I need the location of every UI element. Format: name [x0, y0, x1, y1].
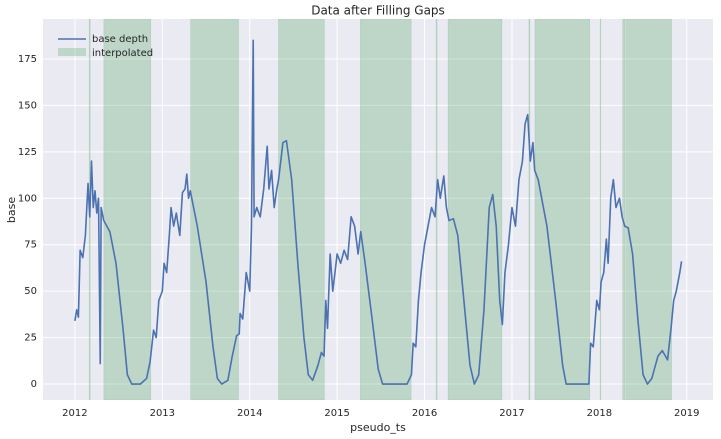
x-tick-label: 2014 — [237, 408, 262, 419]
y-tick-label: 25 — [24, 333, 37, 344]
data-line — [74, 39, 683, 385]
plot-area — [43, 19, 713, 400]
marks — [74, 19, 683, 400]
y-tick-label: 175 — [18, 54, 37, 65]
interpolated-span — [103, 19, 152, 400]
y-tick-label: 75 — [24, 240, 37, 251]
x-tick-label: 2015 — [324, 408, 349, 419]
x-tick-label: 2017 — [499, 408, 524, 419]
legend: base depth interpolated — [58, 34, 153, 59]
x-tick-label: 2016 — [412, 408, 437, 419]
y-tick-label: 125 — [18, 147, 37, 158]
legend-label: base depth — [92, 34, 148, 45]
x-axis-label: pseudo_ts — [350, 421, 406, 434]
x-tick-label: 2019 — [674, 408, 699, 419]
y-tick-label: 100 — [18, 193, 37, 204]
interpolated-span — [447, 19, 503, 400]
legend-swatch — [58, 48, 86, 56]
interpolated-span — [278, 19, 325, 400]
labels: 0 25 50 75 100 125 150 175 2012 2013 2014 2015 2016 2… — [18, 54, 700, 419]
x-tick-label: 2012 — [62, 408, 87, 419]
interpolated-span — [528, 19, 531, 400]
y-tick-label: 150 — [18, 100, 37, 111]
y-axis-label: base — [5, 197, 18, 223]
x-tick-label: 2013 — [150, 408, 175, 419]
interpolated-span — [360, 19, 412, 400]
y-tick-label: 50 — [24, 286, 37, 297]
interpolated-span — [599, 19, 602, 400]
x-tick-label: 2018 — [587, 408, 612, 419]
grid — [43, 19, 713, 400]
chart-title: Data after Filling Gaps — [311, 4, 445, 18]
interpolated-span — [625, 19, 672, 400]
legend-label: interpolated — [92, 48, 153, 59]
interpolated-span — [190, 19, 239, 400]
interpolated-span — [622, 19, 625, 400]
y-tick-label: 0 — [31, 379, 37, 390]
